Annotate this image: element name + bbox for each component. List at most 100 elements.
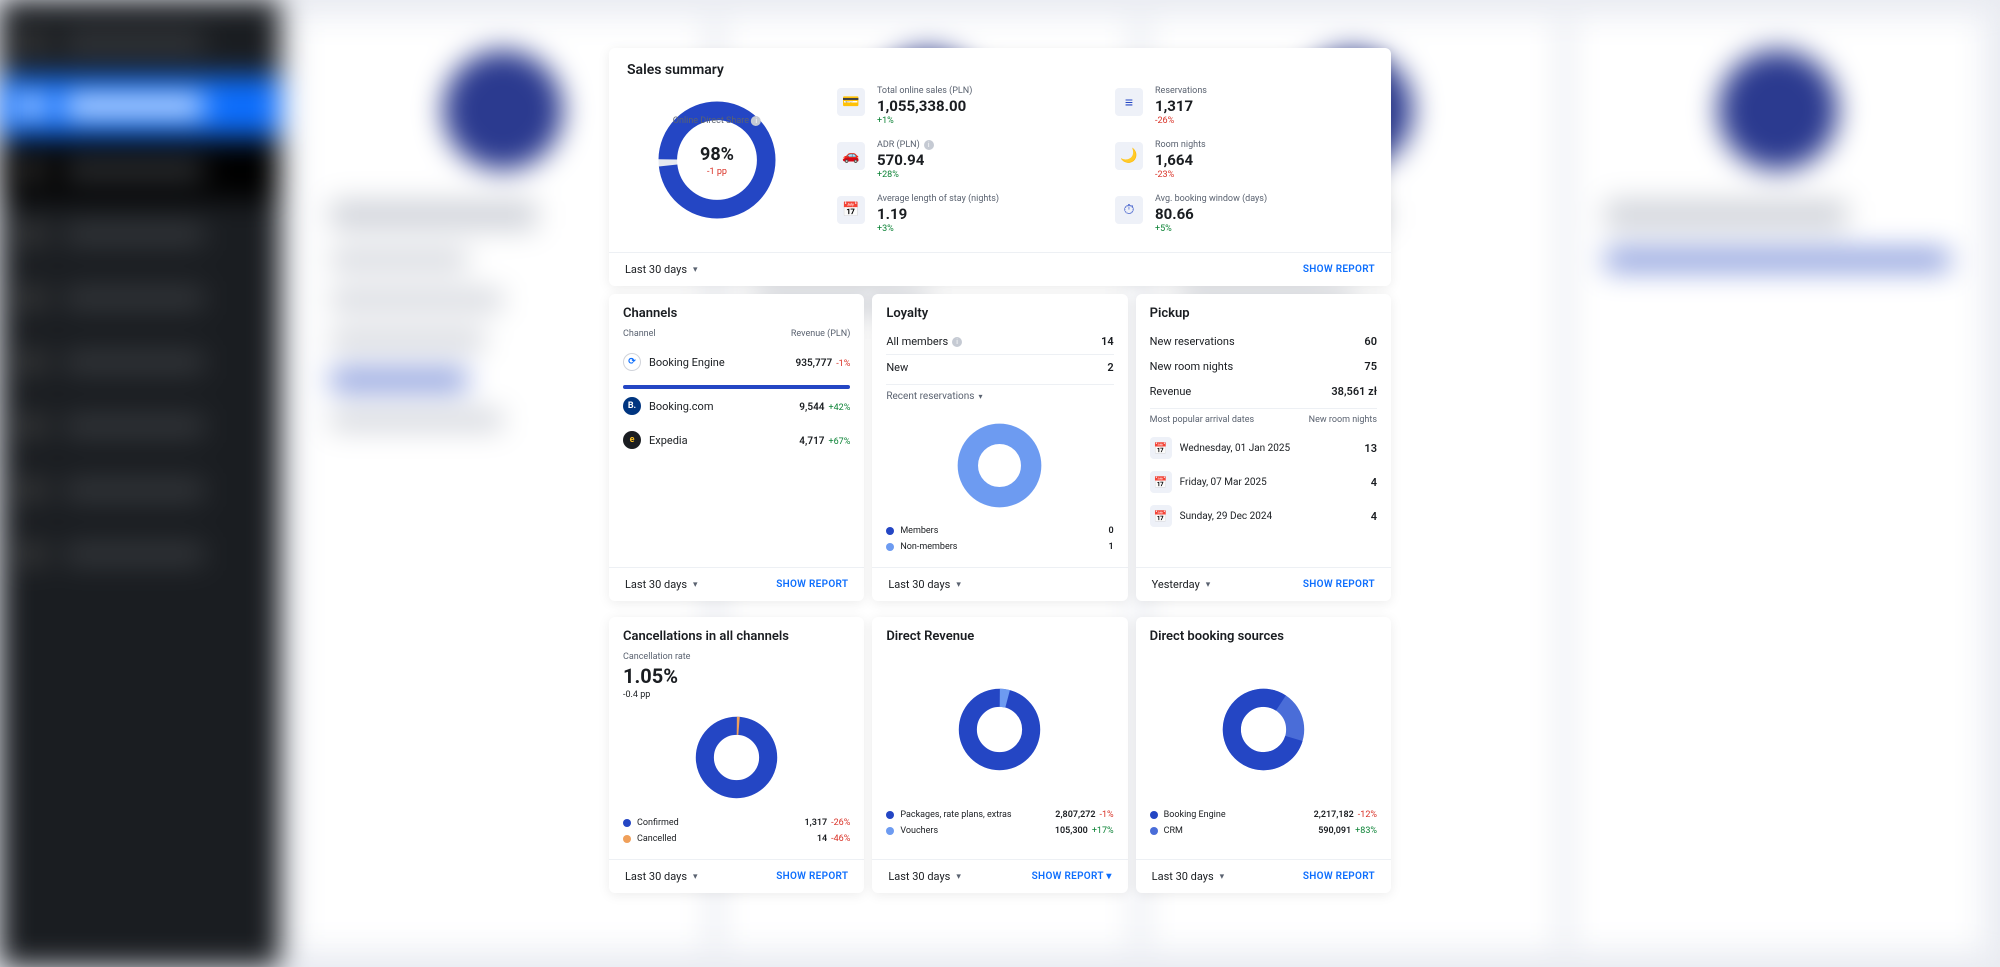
metric-label: Average length of stay (nights) <box>877 194 999 204</box>
sales-summary-title: Sales summary <box>609 48 1391 78</box>
channel-row[interactable]: B. Booking.com 9,544+42% <box>623 389 850 423</box>
legend-item: Cancelled14-46% <box>623 831 850 847</box>
pickup-head-right: New room nights <box>1309 415 1377 425</box>
channel-value: 935,777 <box>796 358 833 369</box>
legend-dot <box>623 835 631 843</box>
loyalty-title: Loyalty <box>872 294 1127 329</box>
show-report-link[interactable]: SHOW REPORT <box>1303 264 1375 275</box>
metric-label: Total online sales (PLN) <box>877 86 972 96</box>
cancellations-donut <box>689 710 784 805</box>
kv-value: 60 <box>1364 335 1377 348</box>
show-report-link[interactable]: SHOW REPORT <box>1303 871 1375 882</box>
cancellation-rate-label: Cancellation rate <box>623 652 850 662</box>
metric-icon: ⏱ <box>1115 196 1143 224</box>
legend-item: Booking Engine 2,217,182 -12% <box>1150 807 1377 823</box>
pickup-date: Friday, 07 Mar 2025 <box>1180 477 1363 488</box>
channel-row[interactable]: ⟳ Booking Engine 935,777-1% <box>623 345 850 379</box>
pickup-kv-row: Revenue38,561 zł <box>1150 379 1377 404</box>
legend-value: 2,217,182 <box>1314 810 1354 820</box>
legend-item: Packages, rate plans, extras2,807,272-1% <box>886 807 1113 823</box>
channel-value: 4,717 <box>799 436 824 447</box>
donut-label: Online Direct Share <box>673 116 749 126</box>
legend-delta: +17% <box>1092 826 1114 836</box>
metric-value: 80.66 <box>1155 205 1267 223</box>
loyalty-donut <box>952 418 1047 513</box>
metric-delta: +5% <box>1155 224 1267 234</box>
legend-dot <box>623 819 631 827</box>
period-select[interactable]: Last 30 days <box>888 578 961 591</box>
channel-delta: +42% <box>829 403 851 413</box>
pickup-date: Sunday, 29 Dec 2024 <box>1180 511 1363 522</box>
legend-delta: -12% <box>1358 810 1377 820</box>
pickup-head-left: Most popular arrival dates <box>1150 415 1255 425</box>
info-icon[interactable]: i <box>751 116 761 126</box>
period-select[interactable]: Last 30 days <box>888 870 961 883</box>
legend-delta: +83% <box>1355 826 1377 836</box>
direct-sources-donut <box>1216 682 1311 777</box>
legend-dot <box>1150 811 1158 819</box>
dashboard: Sales summary Online Direct Share i 98% … <box>609 48 1391 909</box>
loyalty-card: Loyalty All members i 14 New 2 Recent re… <box>872 294 1127 601</box>
recent-reservations-link[interactable]: Recent reservations <box>886 385 1113 408</box>
channel-delta: +67% <box>829 437 851 447</box>
sales-summary-card: Sales summary Online Direct Share i 98% … <box>609 48 1391 286</box>
channel-icon: e <box>623 431 641 449</box>
metric: 📅 Average length of stay (nights) 1.19 +… <box>837 194 1095 234</box>
direct-sources-title: Direct booking sources <box>1136 617 1391 652</box>
metric-label: Avg. booking window (days) <box>1155 194 1267 204</box>
metric: ⏱ Avg. booking window (days) 80.66 +5% <box>1115 194 1373 234</box>
show-report-link[interactable]: SHOW REPORT <box>776 579 848 590</box>
channel-name: Expedia <box>649 434 791 447</box>
metric-icon: 💳 <box>837 88 865 116</box>
show-report-link[interactable]: SHOW REPORT <box>1303 579 1375 590</box>
cancellations-card: Cancellations in all channels Cancellati… <box>609 617 864 893</box>
metric-value: 1,317 <box>1155 97 1207 115</box>
show-report-link[interactable]: SHOW REPORT <box>776 871 848 882</box>
period-select[interactable]: Yesterday <box>1152 578 1211 591</box>
pickup-date-value: 4 <box>1371 476 1377 489</box>
calendar-icon: 📅 <box>1150 505 1172 527</box>
pickup-kv-row: New reservations 60 <box>1150 329 1377 354</box>
metric-value: 570.94 <box>877 151 934 169</box>
channel-icon: ⟳ <box>623 353 641 371</box>
show-report-link[interactable]: SHOW REPORT <box>1032 871 1112 882</box>
direct-revenue-donut <box>952 682 1047 777</box>
kv-value: 75 <box>1364 360 1377 373</box>
legend-value: 2,807,272 <box>1055 810 1095 820</box>
metric-delta: -23% <box>1155 170 1206 180</box>
legend-dot <box>886 527 894 535</box>
metric-label: Room nights <box>1155 140 1206 150</box>
period-select[interactable]: Last 30 days <box>625 578 698 591</box>
legend-value: 14 <box>817 834 827 844</box>
channels-card: Channels Channel Revenue (PLN) ⟳ Booking… <box>609 294 864 601</box>
metric-icon: 🌙 <box>1115 142 1143 170</box>
info-icon[interactable]: i <box>924 140 934 150</box>
kv-value: 38,561 zł <box>1331 385 1377 398</box>
period-select[interactable]: Last 30 days <box>1152 870 1225 883</box>
legend-dot <box>1150 827 1158 835</box>
period-select[interactable]: Last 30 days <box>625 870 698 883</box>
metric: 🌙 Room nights 1,664 -23% <box>1115 140 1373 180</box>
channel-col-header: Channel <box>623 329 656 339</box>
new-label: New <box>886 361 908 374</box>
legend-value: 0 <box>1109 526 1114 536</box>
channel-delta: -1% <box>836 359 850 369</box>
channel-value: 9,544 <box>799 402 824 413</box>
metric-value: 1.19 <box>877 205 999 223</box>
period-select[interactable]: Last 30 days <box>625 263 698 276</box>
new-value: 2 <box>1107 361 1113 374</box>
legend-dot <box>886 811 894 819</box>
channel-row[interactable]: e Expedia 4,717 +67% <box>623 423 850 457</box>
metric-delta: +3% <box>877 224 999 234</box>
legend-label: Confirmed <box>637 818 679 828</box>
kv-label: New reservations <box>1150 335 1235 348</box>
info-icon[interactable]: i <box>952 337 962 347</box>
cancellation-rate-delta: -0.4 pp <box>623 690 850 700</box>
legend-label: Booking Engine <box>1164 810 1226 820</box>
metric-delta: +28% <box>877 170 934 180</box>
legend-value: 1 <box>1109 542 1114 552</box>
legend-item: Non-members1 <box>886 539 1113 555</box>
legend-dot <box>886 827 894 835</box>
all-members-value: 14 <box>1101 335 1114 348</box>
donut-delta: -1 pp <box>700 167 734 177</box>
